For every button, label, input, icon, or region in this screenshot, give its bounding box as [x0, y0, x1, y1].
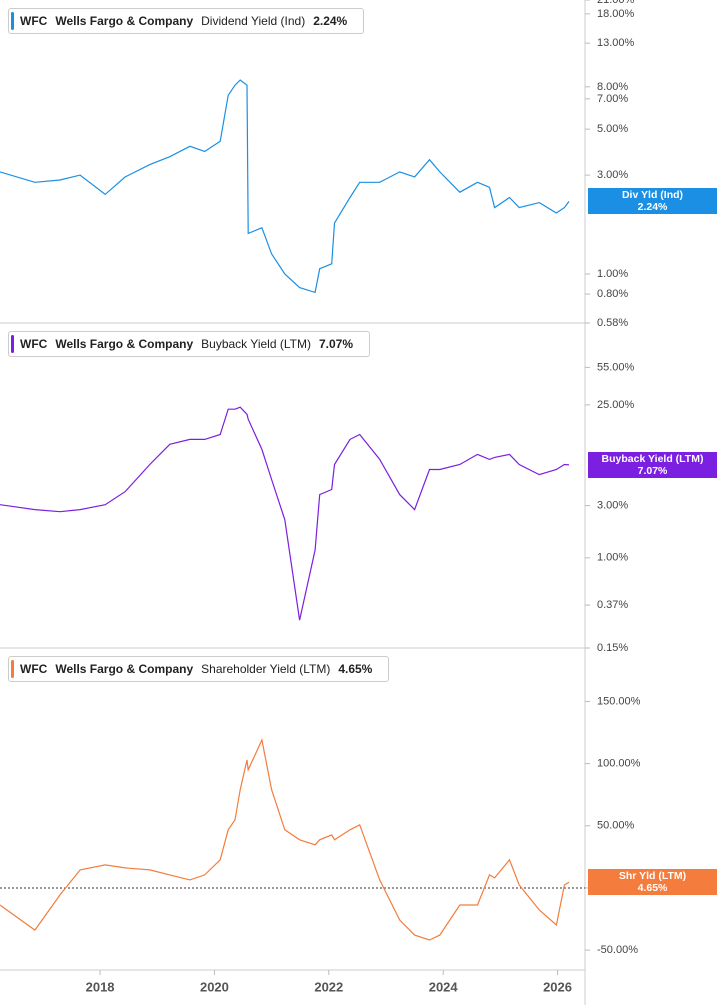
legend-box: WFC Wells Fargo & Company Dividend Yield (…: [8, 8, 365, 34]
series-line: [0, 79, 570, 294]
value-tag-name: Shr Yld (LTM): [618, 870, 687, 883]
value-tag: Buyback Yield (LTM) 7.07%: [588, 451, 717, 478]
legend-entry: Buyback Yield (LTM): [201, 337, 311, 351]
company: Wells Fargo & Company: [55, 662, 194, 676]
y-tick-label: 21.00%: [597, 0, 635, 6]
x-tick-label: 2026: [543, 979, 572, 994]
value-tag-value: 4.65%: [637, 882, 668, 895]
ticker: WFC: [20, 14, 48, 28]
last-value: 7.07%: [318, 337, 353, 351]
value-tag-name: Buyback Yield (LTM): [601, 452, 704, 465]
x-tick-label: 2024: [429, 979, 459, 994]
y-tick-label: 5.00%: [597, 123, 628, 135]
ticker: WFC: [20, 662, 48, 676]
company: Wells Fargo & Company: [55, 14, 194, 28]
series-line: [0, 738, 570, 941]
series-line: [0, 406, 570, 621]
y-tick-label: 0.15%: [597, 642, 628, 654]
x-tick-label: 2020: [200, 979, 229, 994]
y-tick-label: 100.00%: [597, 758, 641, 770]
company: Wells Fargo & Company: [55, 337, 194, 351]
x-tick-label: 2022: [314, 979, 343, 994]
legend-entry: Dividend Yield (Ind): [201, 14, 306, 28]
legend-entry: Shareholder Yield (LTM): [201, 662, 331, 676]
y-tick-label: 3.00%: [597, 169, 628, 181]
y-tick-label: -50.00%: [597, 944, 638, 956]
value-tag-value: 7.07%: [637, 464, 668, 477]
y-tick-label: 150.00%: [597, 695, 641, 707]
value-tag-value: 2.24%: [637, 201, 668, 214]
last-value: 2.24%: [313, 14, 348, 28]
legend-swatch: [11, 335, 14, 353]
y-tick-label: 1.00%: [597, 268, 628, 280]
y-tick-label: 0.37%: [597, 599, 628, 611]
y-tick-label: 3.00%: [597, 500, 628, 512]
legend-swatch: [11, 12, 14, 30]
y-tick-label: 50.00%: [597, 820, 635, 832]
y-tick-label: 8.00%: [597, 81, 628, 93]
y-tick-label: 1.00%: [597, 552, 628, 564]
x-tick-label: 2018: [86, 979, 115, 994]
value-tag: Div Yld (Ind) 2.24%: [588, 188, 717, 215]
y-tick-label: 55.00%: [597, 361, 635, 373]
y-tick-label: 13.00%: [597, 37, 635, 49]
value-tag: Shr Yld (LTM) 4.65%: [588, 869, 717, 896]
y-tick-label: 0.58%: [597, 317, 628, 329]
y-tick-label: 0.80%: [597, 288, 628, 300]
legend-box: WFC Wells Fargo & Company Shareholder Yiel…: [8, 656, 390, 682]
legend-box: WFC Wells Fargo & Company Buyback Yield (L…: [8, 331, 370, 357]
ticker: WFC: [20, 337, 48, 351]
y-tick-label: 18.00%: [597, 8, 635, 20]
legend-swatch: [11, 660, 14, 678]
y-tick-label: 7.00%: [597, 93, 628, 105]
value-tag-name: Div Yld (Ind): [621, 189, 684, 202]
y-tick-label: 25.00%: [597, 399, 635, 411]
last-value: 4.65%: [338, 662, 373, 676]
